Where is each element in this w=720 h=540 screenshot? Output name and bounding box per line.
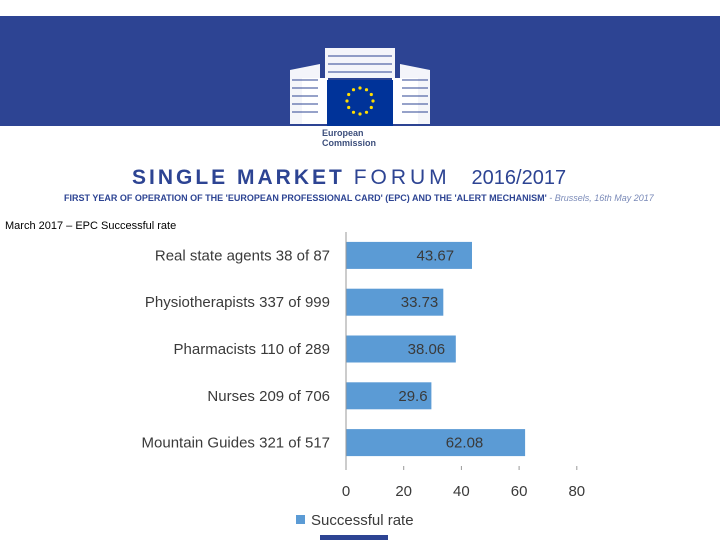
eu-stars-icon [345,86,375,116]
bar-3 [346,382,432,410]
forum-title-light: FORUM [353,166,451,189]
bar-2 [346,335,456,363]
bar-4 [346,429,526,457]
subtitle-place: - Brussels, 16th May 2017 [546,193,654,203]
bar-value-label-3: 29.6 [398,388,427,405]
category-label-4: Mountain Guides 321 of 517 [142,435,330,452]
category-label-3: Nurses 209 of 706 [207,388,330,405]
bar-value-label-4: 62.08 [446,435,484,452]
chart-caption: March 2017 – EPC Successful rate [5,220,177,232]
bar-value-label-2: 38.06 [408,341,446,358]
x-tick-label-1: 20 [395,483,412,500]
subtitle-main: FIRST YEAR OF OPERATION OF THE 'EUROPEAN… [64,193,547,203]
banner-divider [0,126,720,127]
bar-0 [346,241,472,269]
footer-strip [320,535,388,540]
bar-value-label-0: 43.67 [417,247,455,264]
legend-label: Successful rate [311,512,414,529]
forum-year: 2016/2017 [471,167,567,189]
category-label-1: Physiotherapists 337 of 999 [145,294,330,311]
x-tick-label-3: 60 [511,483,528,500]
category-label-2: Pharmacists 110 of 289 [174,341,330,358]
category-label-0: Real state agents 38 of 87 [155,247,330,264]
x-tick-label-2: 40 [453,483,470,500]
commission-logo-text: European Commission [322,128,376,148]
commission-building-logo-icon [290,48,430,126]
x-tick-label-4: 80 [568,483,585,500]
logo-line-1: European [322,128,364,138]
x-tick-label-0: 0 [342,483,350,500]
logo-line-2: Commission [322,138,377,148]
forum-title-bold: SINGLE MARKET [132,166,345,189]
bar-1 [346,288,444,316]
forum-title: SINGLE MARKET FORUM 2016/2017 [132,166,566,190]
forum-subtitle: FIRST YEAR OF OPERATION OF THE 'EUROPEAN… [64,193,654,203]
legend-swatch [296,515,305,524]
bar-value-label-1: 33.73 [401,294,439,311]
